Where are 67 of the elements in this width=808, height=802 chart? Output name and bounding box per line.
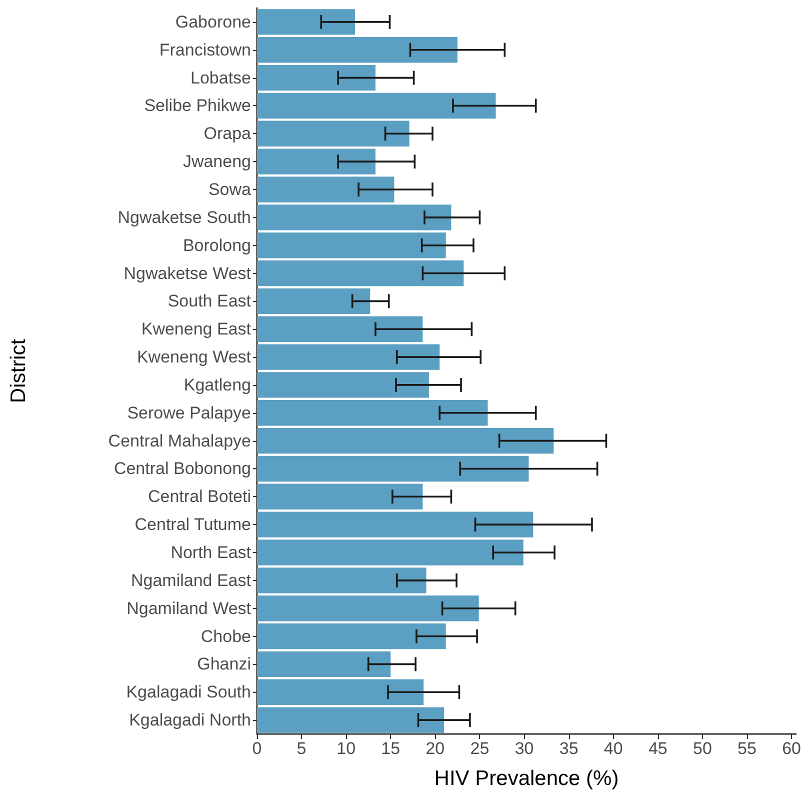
y-tick-label: Kgalagadi North [129, 710, 251, 730]
bar [257, 64, 376, 91]
y-tick-label: Lobatse [190, 68, 251, 88]
x-tick-label: 15 [381, 739, 400, 758]
bar [257, 37, 458, 63]
y-tick-label: Ngamiland East [130, 570, 252, 590]
bar [257, 372, 429, 398]
x-tick-label: 30 [514, 739, 534, 758]
y-tick-label: Borolong [182, 236, 251, 255]
bar [257, 260, 464, 286]
y-tick-label: Serowe Palapye [127, 403, 251, 422]
x-tick-label: 0 [252, 739, 262, 758]
bar [257, 316, 423, 342]
y-tick-label: Gaborone [175, 12, 251, 32]
x-tick-label: 10 [336, 739, 356, 758]
y-tick-label: Ngwaketse West [124, 264, 252, 283]
y-tick-label: Selibe Phikwe [144, 96, 251, 116]
bar [257, 148, 376, 174]
bar [257, 707, 444, 733]
y-tick-label: Kweneng East [141, 320, 252, 339]
x-tick-label: 55 [738, 739, 756, 758]
bar [257, 456, 529, 482]
y-tick-label: Kweneng West [136, 348, 252, 367]
bar [257, 120, 410, 146]
bar [257, 176, 394, 202]
bar [257, 623, 446, 650]
bar [257, 679, 424, 705]
bar [257, 204, 452, 230]
y-tick-label: Central Boteti [148, 487, 251, 506]
bar [257, 92, 496, 119]
x-tick-label: 5 [296, 739, 306, 758]
x-axis-title: HIV Prevalence (%) [434, 767, 619, 790]
y-tick-label: Central Bobonong [114, 459, 251, 478]
bar [257, 512, 534, 538]
bar [257, 596, 479, 622]
x-tick-label: 45 [648, 739, 668, 758]
y-tick-label: Ghanzi [197, 654, 251, 674]
y-tick-label: Chobe [200, 626, 251, 646]
bar [257, 288, 370, 314]
bar [257, 568, 426, 594]
y-tick-label: Kgalagadi South [126, 682, 251, 702]
y-tick-label: Central Mahalapye [108, 431, 251, 450]
x-tick-label: 25 [470, 739, 490, 758]
y-axis-title: District [7, 338, 30, 404]
x-tick-label: 20 [426, 739, 445, 758]
bar [257, 484, 423, 510]
y-tick-label: Ngwaketse South [118, 208, 251, 227]
y-tick-label: Orapa [204, 124, 252, 144]
bar [257, 428, 554, 454]
bar [257, 9, 355, 35]
x-tick-label: 60 [782, 739, 802, 758]
y-tick-label: Francistown [159, 40, 251, 60]
y-tick-label: Jwaneng [182, 152, 251, 172]
bar [257, 651, 391, 678]
bar [257, 400, 488, 426]
y-tick-label: South East [168, 292, 252, 311]
y-tick-label: Ngamiland West [126, 598, 252, 618]
y-tick-label: North East [170, 543, 252, 562]
x-tick-label: 35 [559, 739, 578, 758]
bar [257, 540, 524, 566]
bar [257, 344, 440, 370]
x-tick-label: 40 [604, 739, 623, 758]
x-tick-label: 50 [692, 739, 712, 758]
y-tick-label: Kgatleng [184, 375, 251, 394]
y-tick-label: Central Tutume [134, 515, 251, 534]
y-tick-label: Sowa [208, 180, 252, 199]
bar [257, 232, 446, 258]
